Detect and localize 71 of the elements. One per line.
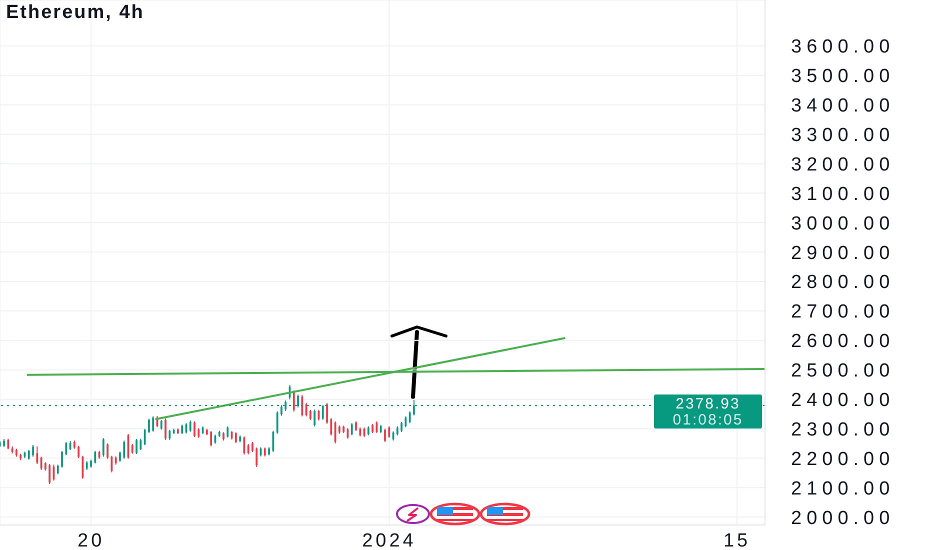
chart-title: Ethereum, 4h bbox=[6, 2, 144, 24]
y-tick-label: 3000.00 bbox=[791, 213, 895, 234]
y-tick-label: 3300.00 bbox=[791, 125, 895, 146]
y-tick-label: 3200.00 bbox=[791, 154, 895, 176]
candlestick bbox=[256, 447, 258, 468]
candlestick bbox=[102, 438, 104, 458]
y-tick-label: 2200.00 bbox=[791, 448, 895, 470]
candlestick bbox=[198, 428, 200, 438]
ref-line-label: 2378.93 bbox=[676, 395, 740, 412]
candlestick bbox=[326, 402, 328, 424]
candlestick bbox=[247, 444, 250, 455]
candlestick bbox=[310, 409, 312, 420]
candlestick bbox=[330, 418, 332, 436]
y-tick-label: 2300.00 bbox=[791, 419, 895, 440]
candlestick bbox=[32, 444, 34, 458]
candlestick bbox=[140, 438, 142, 450]
candlestick bbox=[144, 428, 146, 446]
candlestick bbox=[131, 444, 134, 454]
candlestick bbox=[152, 416, 154, 432]
candlestick bbox=[355, 420, 357, 432]
y-tick-label: 2600.00 bbox=[791, 331, 895, 352]
y-tick-label: 3100.00 bbox=[791, 184, 895, 205]
candlestick bbox=[301, 394, 304, 417]
candlestick bbox=[210, 430, 212, 447]
candlestick bbox=[7, 438, 10, 450]
candlestick bbox=[372, 424, 374, 434]
candlestick bbox=[350, 422, 353, 436]
y-tick-label: 2900.00 bbox=[791, 242, 895, 264]
y-tick-label: 3400.00 bbox=[791, 96, 895, 117]
candlestick bbox=[234, 432, 237, 444]
candlestick bbox=[384, 428, 386, 442]
y-tick-label: 2800.00 bbox=[791, 272, 895, 294]
candlestick bbox=[160, 419, 162, 430]
x-tick-label: 15 bbox=[723, 530, 751, 550]
annotation: 01:08:05 bbox=[672, 411, 744, 428]
candlestick bbox=[168, 429, 171, 440]
y-tick-label: 2100.00 bbox=[791, 478, 895, 500]
x-tick-label: 2024 bbox=[362, 530, 416, 550]
candlestick bbox=[56, 464, 59, 475]
candlestick bbox=[119, 451, 121, 462]
candlestick bbox=[36, 446, 38, 465]
candlestick bbox=[148, 418, 150, 434]
candlestick bbox=[94, 450, 96, 464]
candlestick bbox=[314, 409, 316, 427]
candlestick bbox=[181, 424, 184, 435]
candlestick bbox=[78, 445, 80, 459]
candlestick bbox=[164, 418, 166, 440]
y-tick-label: 2400.00 bbox=[791, 390, 895, 412]
candlestick bbox=[65, 441, 68, 456]
candlestick bbox=[61, 450, 63, 468]
y-tick-label: 3600.00 bbox=[791, 36, 895, 58]
y-tick-label: 2700.00 bbox=[791, 302, 895, 323]
candlestick bbox=[252, 441, 254, 452]
candlestick bbox=[396, 426, 398, 436]
candlestick bbox=[400, 421, 402, 432]
candlestick bbox=[136, 438, 138, 455]
candlestick bbox=[189, 420, 192, 432]
candlestick bbox=[292, 390, 295, 412]
y-tick-label: 2000.00 bbox=[791, 508, 895, 529]
candlestick bbox=[28, 449, 30, 460]
candlestick bbox=[408, 410, 411, 424]
candlestick bbox=[123, 440, 126, 460]
candlestick bbox=[48, 464, 51, 485]
candlestick bbox=[276, 410, 278, 434]
candlestick bbox=[106, 442, 108, 460]
x-tick-label: 20 bbox=[78, 530, 105, 550]
candlestick bbox=[194, 420, 196, 438]
y-tick-label: 2500.00 bbox=[791, 360, 895, 382]
y-tick-label: 3500.00 bbox=[791, 66, 895, 88]
candlestick bbox=[388, 426, 390, 438]
candlestick bbox=[226, 426, 229, 438]
